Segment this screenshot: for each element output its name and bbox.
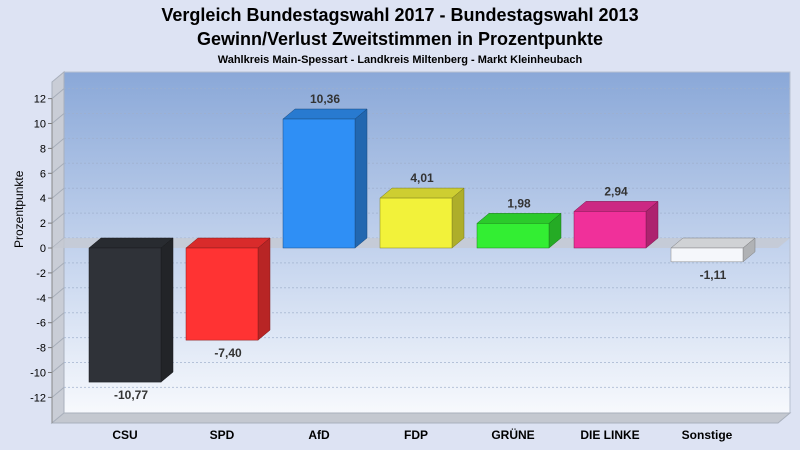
gridline-side	[51, 113, 65, 124]
chart-caption: Wahlkreis Main-Spessart - Landkreis Milt…	[217, 54, 583, 66]
value-label: -7,40	[214, 346, 242, 360]
bar	[670, 237, 756, 263]
value-labels: -10,77 -7,40 10,36 4,01 1,98 2,94 -1,11	[114, 92, 727, 402]
bar-front	[282, 118, 356, 249]
y-tick-label: -4	[36, 293, 46, 305]
bar-front	[670, 247, 744, 263]
bar	[88, 237, 174, 383]
chart-title: Vergleich Bundestagswahl 2017 - Bundesta…	[161, 5, 639, 25]
gridline-side	[51, 337, 65, 348]
bar	[476, 212, 562, 249]
y-tick-label: 6	[40, 168, 46, 180]
value-label: 2,94	[604, 184, 628, 198]
plot-floor	[50, 412, 792, 424]
chart-subtitle: Gewinn/Verlust Zweitstimmen in Prozentpu…	[196, 29, 604, 49]
bar-top	[185, 237, 271, 249]
bar-top	[379, 187, 465, 199]
bar-side	[257, 237, 271, 341]
gridline-side	[51, 387, 65, 398]
value-label: 4,01	[410, 171, 434, 185]
category-label: AfD	[308, 428, 330, 442]
bar	[573, 200, 659, 249]
y-axis-label: Prozentpunkte	[12, 170, 26, 248]
y-tick-label: -8	[36, 343, 46, 355]
y-axis: -12 -10 -8 -6 -4 -2 0 2 4 6 8 10 12	[30, 94, 53, 423]
y-tick-label: 8	[40, 143, 46, 155]
bars	[88, 108, 756, 383]
bar-front	[379, 197, 453, 249]
bar-top	[88, 237, 174, 249]
bar-front	[476, 223, 550, 249]
bar-front	[185, 247, 259, 341]
y-tick-label: 12	[34, 94, 46, 106]
bar-side	[354, 108, 368, 249]
category-label: Sonstige	[682, 428, 733, 442]
bar-front	[573, 211, 647, 249]
gridline-side	[51, 88, 65, 99]
value-label: -10,77	[114, 388, 148, 402]
bar-side	[451, 187, 465, 249]
category-label: DIE LINKE	[580, 428, 639, 442]
category-label: CSU	[112, 428, 137, 442]
bar	[379, 187, 465, 249]
category-label: SPD	[210, 428, 235, 442]
gridline-side	[51, 362, 65, 373]
category-label: GRÜNE	[491, 427, 534, 442]
value-label: -1,11	[700, 268, 727, 282]
y-tick-label: -12	[30, 392, 46, 404]
bar	[185, 237, 271, 341]
gridline-side	[51, 138, 65, 149]
gridline-side	[51, 187, 65, 199]
gridline-side	[51, 162, 65, 174]
y-tick-label: 4	[40, 193, 46, 205]
bar-top	[476, 213, 562, 224]
value-label: 1,98	[507, 196, 531, 210]
category-label: FDP	[404, 428, 428, 442]
gridline-side	[51, 212, 65, 224]
value-label: 10,36	[310, 92, 340, 106]
bar-top	[670, 237, 756, 249]
y-tick-label: -10	[30, 368, 46, 380]
gridline-side	[51, 262, 65, 274]
bar-front	[88, 247, 162, 383]
gridline-side	[51, 287, 65, 299]
y-tick-label: -6	[36, 318, 46, 330]
bar-top	[282, 108, 368, 120]
bar-top	[573, 201, 659, 212]
category-labels: CSU SPD AfD FDP GRÜNE DIE LINKE Sonstige	[112, 427, 732, 442]
y-tick-label: 0	[40, 243, 46, 255]
gridline-side	[51, 312, 65, 324]
y-tick-label: 2	[40, 218, 46, 230]
bar-side	[160, 237, 174, 383]
bar	[282, 108, 368, 249]
y-tick-label: -2	[36, 268, 46, 280]
y-tick-label: 10	[34, 119, 46, 131]
